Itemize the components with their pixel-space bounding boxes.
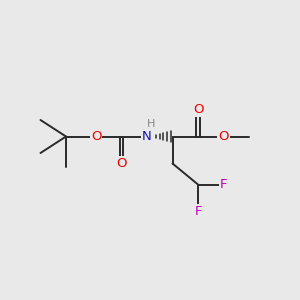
Text: F: F <box>220 178 227 191</box>
Text: O: O <box>91 130 101 143</box>
Text: H: H <box>147 119 156 129</box>
Text: F: F <box>194 205 202 218</box>
Text: O: O <box>116 157 127 170</box>
Text: O: O <box>218 130 229 143</box>
Text: N: N <box>142 130 152 143</box>
Text: O: O <box>193 103 203 116</box>
